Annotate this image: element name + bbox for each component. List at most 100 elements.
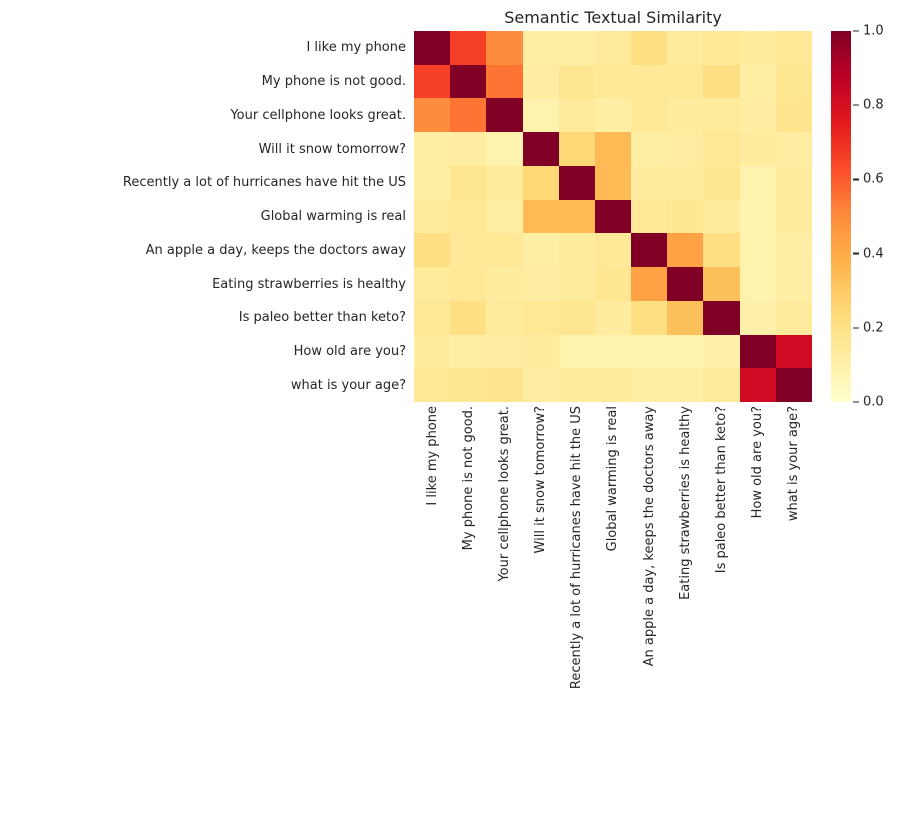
heatmap-cell xyxy=(703,165,740,200)
colorbar-tick-mark xyxy=(853,104,859,106)
x-tick-label: Is paleo better than keto? xyxy=(714,406,730,574)
heatmap-cell xyxy=(450,165,487,200)
heatmap-cell xyxy=(558,31,595,65)
heatmap-cell xyxy=(703,233,740,268)
y-tick-label: what is your age? xyxy=(290,377,406,393)
heatmap-cell xyxy=(739,334,776,369)
y-tick-label: Will it snow tomorrow? xyxy=(258,141,406,157)
y-tick-label: Recently a lot of hurricanes have hit th… xyxy=(122,175,406,191)
heatmap-cell xyxy=(594,368,632,402)
heatmap-cell xyxy=(631,267,668,301)
x-tick-label: My phone is not good. xyxy=(460,406,476,551)
x-tick-cell: Recently a lot of hurricanes have hit th… xyxy=(559,406,595,822)
heatmap-cell xyxy=(775,132,812,166)
heatmap-cell xyxy=(775,98,812,133)
heatmap-cell xyxy=(775,199,812,234)
y-tick-label: Eating strawberries is healthy xyxy=(212,276,406,292)
x-axis: I like my phone My phone is not good. Your… xyxy=(414,406,812,822)
heatmap-cell xyxy=(558,98,595,133)
heatmap-cell xyxy=(667,300,704,335)
heatmap-cell xyxy=(558,233,595,268)
heatmap-cell xyxy=(486,64,523,99)
heatmap-cell xyxy=(667,233,704,268)
heatmap-cell xyxy=(594,98,632,133)
colorbar-tick-label: 0.4 xyxy=(863,246,884,262)
heatmap-cell xyxy=(486,368,523,402)
x-tick-label: Your cellphone looks great. xyxy=(496,406,512,582)
heatmap-cell xyxy=(522,98,559,133)
heatmap-cell xyxy=(522,199,559,234)
heatmap-cell xyxy=(594,300,632,335)
x-tick-cell: Is paleo better than keto? xyxy=(703,406,739,822)
heatmap-cell xyxy=(522,300,559,335)
colorbar-tick-label: 0.6 xyxy=(863,171,884,187)
heatmap-cell xyxy=(739,31,776,65)
heatmap-cell xyxy=(414,132,451,166)
heatmap-cell xyxy=(558,64,595,99)
y-tick-label: Global warming is real xyxy=(260,209,406,225)
heatmap xyxy=(414,31,812,402)
heatmap-cell xyxy=(522,334,559,369)
heatmap-cell xyxy=(739,165,776,200)
heatmap-cell xyxy=(486,165,523,200)
heatmap-cell xyxy=(558,267,595,301)
colorbar-tick-mark xyxy=(853,178,859,181)
heatmap-cell xyxy=(558,165,595,200)
heatmap-cell xyxy=(631,64,668,99)
heatmap-cell xyxy=(486,199,523,234)
colorbar-tick: 0.4 xyxy=(853,246,884,261)
heatmap-cell xyxy=(450,98,487,133)
heatmap-cell xyxy=(594,233,632,268)
colorbar-tick: 0.0 xyxy=(853,395,884,410)
heatmap-cell xyxy=(594,199,632,234)
y-tick-label: An apple a day, keeps the doctors away xyxy=(145,242,406,258)
heatmap-cell xyxy=(486,132,523,166)
colorbar-tick: 0.2 xyxy=(853,320,884,335)
heatmap-cell xyxy=(522,368,559,402)
heatmap-cell xyxy=(558,132,595,166)
heatmap-cell xyxy=(486,267,523,301)
heatmap-cell xyxy=(414,64,451,99)
heatmap-cell xyxy=(414,98,451,133)
heatmap-cell xyxy=(450,233,487,268)
heatmap-cell xyxy=(739,199,776,234)
heatmap-cell xyxy=(558,334,595,369)
x-tick-cell: I like my phone xyxy=(414,406,450,822)
y-axis: I like my phone My phone is not good. Your… xyxy=(0,31,406,402)
x-tick-cell: what is your age? xyxy=(776,406,812,822)
colorbar-tick: 0.8 xyxy=(853,98,884,113)
y-tick-label: I like my phone xyxy=(306,40,406,56)
heatmap-cell xyxy=(414,31,451,65)
x-tick-cell: An apple a day, keeps the doctors away xyxy=(631,406,667,822)
heatmap-cell xyxy=(414,165,451,200)
colorbar-tick-label: 0.8 xyxy=(863,97,884,113)
heatmap-cell xyxy=(450,132,487,166)
heatmap-cell xyxy=(522,165,559,200)
heatmap-cell xyxy=(703,98,740,133)
heatmap-cell xyxy=(450,31,487,65)
heatmap-cell xyxy=(486,98,523,133)
x-tick-cell: Global warming is real xyxy=(595,406,631,822)
heatmap-cell xyxy=(631,334,668,369)
heatmap-cell xyxy=(703,368,740,402)
heatmap-cell xyxy=(667,31,704,65)
y-tick-label: Your cellphone looks great. xyxy=(230,107,406,123)
heatmap-cell xyxy=(486,300,523,335)
heatmap-cell xyxy=(486,233,523,268)
colorbar-tick-mark xyxy=(853,327,859,329)
x-tick-label: what is your age? xyxy=(786,406,802,522)
x-tick-label: How old are you? xyxy=(750,406,766,519)
x-tick-label: Will it snow tomorrow? xyxy=(533,406,549,554)
heatmap-cell xyxy=(450,334,487,369)
heatmap-cell xyxy=(414,300,451,335)
colorbar-tick-mark xyxy=(853,252,859,255)
heatmap-cell xyxy=(739,368,776,402)
heatmap-cell xyxy=(703,64,740,99)
heatmap-cell xyxy=(667,98,704,133)
heatmap-cell xyxy=(775,64,812,99)
heatmap-cell xyxy=(450,368,487,402)
x-tick-label: Global warming is real xyxy=(605,406,621,552)
heatmap-cell xyxy=(414,267,451,301)
colorbar-tick-mark xyxy=(853,401,859,403)
heatmap-cell xyxy=(486,334,523,369)
